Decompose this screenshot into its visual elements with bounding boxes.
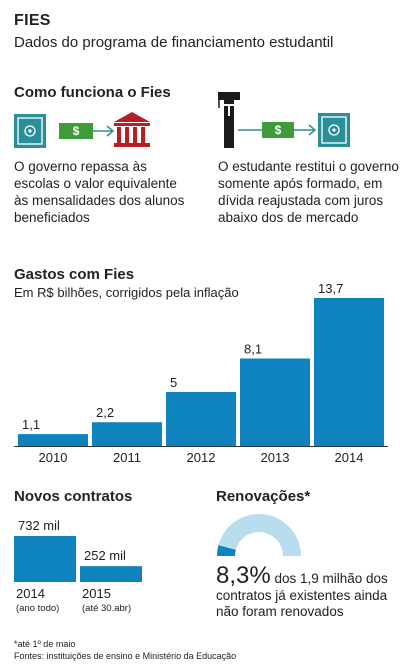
svg-text:$: $ [73,124,80,138]
renewals-gauge [217,514,301,556]
spending-year-label: 2013 [261,450,290,465]
contracts-value-label: 252 mil [84,548,126,563]
left-process-illustration: $ [14,112,150,148]
new-contracts-chart: 732 mil 2014 (ano todo) 252 mil 2015 (até 30.… [14,518,142,614]
spending-value-label: 8,1 [244,341,262,356]
svg-text:$: $ [275,123,282,137]
spending-subheading: Em R$ bilhões, corrigidos pela inflação [14,285,239,300]
school-building-icon [114,112,150,147]
gauge-pending-arc [217,545,236,556]
renewals-text-block: 8,3% dos 1,9 milhão dos contratos já exi… [216,564,406,620]
footnote: *até 1º de maio [14,639,76,649]
safe-icon [318,113,350,147]
spending-bar [166,391,236,446]
spending-bar [92,422,162,446]
contracts-bar [80,566,142,582]
spending-value-label: 5 [170,375,177,390]
spending-bar [240,358,310,446]
spending-value-label: 2,2 [96,405,114,420]
spending-value-label: 13,7 [318,281,343,296]
source-note: Fontes: instituições de ensino e Ministé… [14,651,237,661]
how-heading: Como funciona o Fies [14,84,171,101]
renewals-percent: 8,3% [216,562,271,589]
spending-year-label: 2011 [113,450,141,465]
spending-bar [18,434,88,446]
spending-year-label: 2010 [39,450,68,465]
graduate-icon [218,92,240,148]
money-icon: $ [262,122,294,138]
right-process-illustration: $ [218,92,350,148]
contracts-bar [14,536,76,582]
contracts-year-label: 2015 [82,586,111,601]
spending-chart: 1,1 2010 2,2 2011 5 2012 8,1 2013 13,7 2014 [14,281,388,465]
spending-year-label: 2014 [335,450,364,465]
contracts-value-label: 732 mil [18,518,60,533]
renewals-description: dos 1,9 milhão dos contratos já existent… [216,571,388,619]
spending-bar [314,298,384,446]
gauge-remaining-arc [218,514,301,556]
how-right-text: O estudante restitui o governo somente a… [218,159,399,225]
renewals-heading: Renovações* [216,488,311,505]
page-subtitle: Dados do programa de financiamento estud… [14,34,334,51]
arrow-icon [294,124,317,136]
spending-heading: Gastos com Fies [14,266,135,283]
contracts-year-label: 2014 [16,586,45,601]
new-contracts-heading: Novos contratos [14,488,133,505]
contracts-note-label: (ano todo) [16,603,59,614]
spending-value-label: 1,1 [22,417,40,432]
how-left-text: O governo repassa às escolas o valor equ… [14,159,185,225]
safe-icon [14,114,46,148]
spending-year-label: 2012 [187,450,216,465]
page-title: FIES [14,12,51,29]
arrow-icon [93,125,115,137]
money-icon: $ [59,123,93,139]
contracts-note-label: (até 30.abr) [82,603,131,614]
